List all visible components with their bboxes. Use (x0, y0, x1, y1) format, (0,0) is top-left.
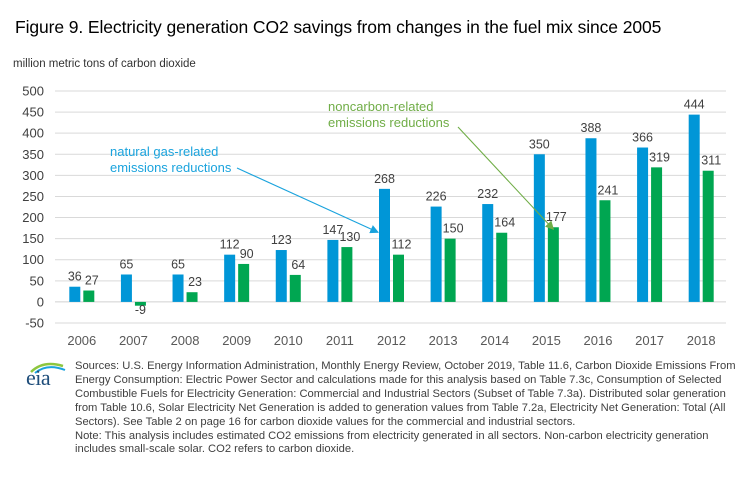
data-label-noncarbon: 112 (392, 238, 412, 252)
x-tick-label: 2015 (532, 333, 561, 348)
y-tick-label: 150 (22, 231, 44, 246)
data-label-natural-gas: 112 (220, 238, 240, 252)
y-axis-units-label: million metric tons of carbon dioxide (13, 58, 196, 70)
y-tick-label: 450 (22, 105, 44, 120)
data-label-natural-gas: 147 (322, 223, 343, 237)
bar-natural-gas (482, 204, 494, 302)
y-tick-label: 350 (22, 147, 44, 162)
data-label-noncarbon: 90 (240, 247, 254, 261)
x-tick-label: 2010 (274, 333, 303, 348)
bar-noncarbon (702, 170, 714, 302)
data-label-natural-gas: 366 (632, 131, 653, 145)
bar-natural-gas (69, 286, 81, 302)
bar-natural-gas (172, 274, 184, 302)
data-label-noncarbon: -9 (135, 303, 146, 317)
bar-noncarbon (444, 238, 456, 302)
data-label-noncarbon: 319 (649, 150, 670, 164)
annotation-label: noncarbon-related (328, 99, 434, 114)
x-tick-label: 2017 (635, 333, 664, 348)
x-tick-label: 2007 (119, 333, 148, 348)
bar-natural-gas (637, 147, 649, 302)
bar-noncarbon (238, 263, 250, 302)
bar-natural-gas (224, 254, 236, 302)
x-tick-label: 2018 (687, 333, 716, 348)
bar-noncarbon (134, 301, 146, 306)
data-label-natural-gas: 123 (271, 233, 292, 247)
y-tick-label: 0 (37, 294, 44, 309)
bar-noncarbon (186, 292, 198, 302)
x-tick-label: 2006 (67, 333, 96, 348)
x-tick-label: 2012 (377, 333, 406, 348)
bar-natural-gas (688, 114, 700, 302)
bar-natural-gas (379, 188, 390, 302)
bar-noncarbon (651, 167, 663, 302)
data-label-noncarbon: 130 (339, 230, 360, 244)
data-label-noncarbon: 311 (701, 154, 721, 168)
data-label-natural-gas: 388 (581, 121, 602, 135)
bar-noncarbon (393, 254, 404, 302)
note-text: Note: This analysis includes estimated C… (75, 429, 709, 456)
data-label-natural-gas: 350 (529, 137, 550, 151)
data-label-noncarbon: 64 (291, 258, 305, 272)
y-tick-label: 300 (22, 168, 44, 183)
x-tick-label: 2011 (326, 333, 354, 348)
bar-natural-gas (533, 154, 545, 302)
data-label-noncarbon: 150 (443, 222, 464, 236)
y-tick-label: 200 (22, 210, 44, 225)
data-label-noncarbon: 23 (188, 275, 202, 289)
eia-logo: eia (25, 360, 66, 394)
bar-noncarbon (341, 247, 353, 302)
data-label-natural-gas: 232 (477, 187, 498, 201)
data-label-natural-gas: 268 (374, 172, 395, 186)
data-label-noncarbon: 241 (598, 183, 619, 197)
data-label-natural-gas: 65 (171, 257, 185, 271)
bar-natural-gas (585, 138, 597, 302)
data-label-natural-gas: 36 (68, 270, 82, 284)
bar-noncarbon (289, 274, 301, 302)
x-tick-label: 2009 (222, 333, 251, 348)
data-label-noncarbon: 177 (546, 210, 567, 224)
y-tick-label: 250 (22, 189, 44, 204)
annotation-label: emissions reductions (110, 160, 232, 175)
eia-logo-text: eia (26, 365, 51, 390)
y-tick-label: -50 (25, 316, 44, 331)
y-tick-label: 100 (22, 252, 44, 267)
data-label-noncarbon: 27 (85, 274, 99, 288)
bar-noncarbon (547, 227, 559, 302)
x-tick-label: 2013 (429, 333, 458, 348)
y-tick-label: 50 (30, 273, 44, 288)
gridlines (55, 90, 726, 324)
bar-natural-gas (327, 239, 339, 302)
annotation-arrow (457, 126, 555, 231)
annotation-label: emissions reductions (328, 115, 450, 130)
bar-natural-gas (120, 274, 132, 302)
data-label-natural-gas: 226 (426, 190, 447, 204)
data-labels: 36 65 65 112 123 147 268 226 232 350 388 366 444 27 -9… (68, 98, 721, 317)
bar-natural-gas (430, 206, 442, 302)
sources-text: Sources: U.S. Energy Information Adminis… (75, 360, 736, 428)
x-tick-label: 2014 (480, 333, 509, 348)
y-axis-ticks: -50 0 50 100 150 200 250 300 350 400 450 500 (22, 84, 44, 331)
y-tick-label: 500 (22, 84, 44, 99)
data-label-natural-gas: 65 (119, 257, 133, 271)
bar-noncarbon (599, 200, 611, 302)
x-axis-ticks: 2006 2007 2008 2009 2010 2011 2012 2013 2014 2015… (67, 333, 715, 348)
x-tick-label: 2016 (584, 333, 613, 348)
data-label-noncarbon: 164 (494, 216, 515, 230)
x-tick-label: 2008 (171, 333, 200, 348)
bar-noncarbon (83, 290, 95, 302)
source-notes: Sources: U.S. Energy Information Adminis… (75, 360, 740, 457)
bars (69, 114, 714, 306)
annotation-label: natural gas-related (110, 144, 218, 159)
y-tick-label: 400 (22, 126, 44, 141)
data-label-natural-gas: 444 (684, 98, 705, 112)
bar-noncarbon (496, 232, 508, 302)
annotation-arrow (236, 167, 380, 234)
eia-logo-swoosh-icon (30, 362, 66, 374)
bar-natural-gas (275, 250, 287, 302)
chart-title: Figure 9. Electricity generation CO2 sav… (15, 17, 662, 37)
